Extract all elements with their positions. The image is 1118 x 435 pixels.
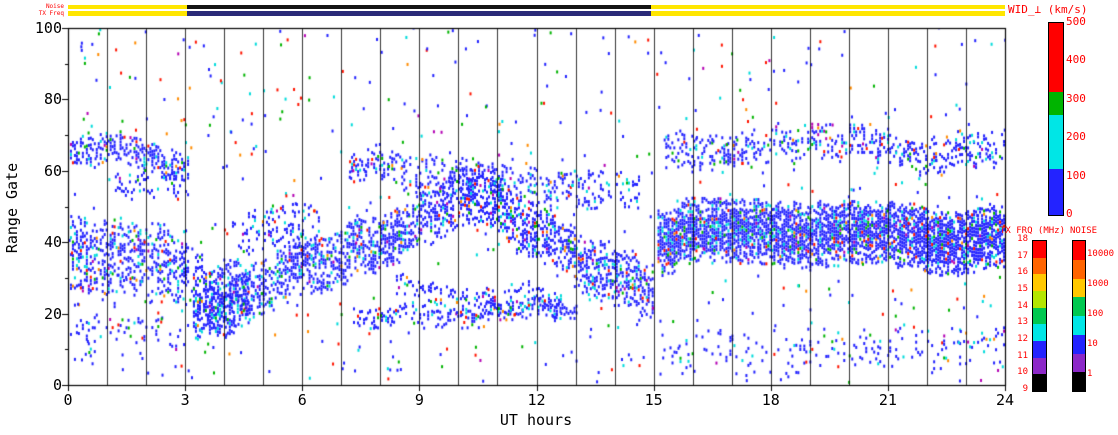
colorbar-segment	[1073, 297, 1085, 316]
x-tick-label: 12	[527, 391, 546, 409]
txfrq-colorbar-tick-label: 18	[1017, 234, 1028, 244]
colorbar-segment	[1073, 241, 1085, 260]
x-tick-label: 24	[995, 391, 1015, 409]
noise-colorbar-label: NOISE	[1070, 226, 1098, 236]
colorbar-segment	[1033, 374, 1046, 392]
y-tick-label: 80	[43, 90, 62, 109]
y-axis-label: Range Gate	[3, 162, 21, 254]
strip-segment	[68, 5, 187, 9]
txfrq-colorbar-label: TX FRQ (MHz)	[1000, 226, 1066, 236]
x-tick-label: 6	[297, 391, 307, 409]
y-tick-label: 100	[34, 19, 62, 37]
y-tick-label: 0	[52, 376, 62, 394]
txfrq-colorbar-tick-label: 13	[1017, 317, 1028, 328]
colorbar-segment	[1049, 115, 1063, 169]
colorbar-segment	[1033, 357, 1046, 375]
txfrq-colorbar-tick-label: 16	[1017, 267, 1028, 278]
txfrq-colorbar	[1032, 240, 1047, 392]
txfrq-colorbar-tick-label: 17	[1017, 250, 1028, 261]
colorbar-segment	[1073, 259, 1085, 279]
noise-colorbar-tick-label: 10000	[1087, 249, 1115, 259]
colorbar-segment	[1033, 291, 1046, 308]
txfreq-strip-label: TX Freq	[38, 10, 64, 17]
x-tick-label: 3	[180, 391, 190, 409]
noise-colorbar-tick-label: 100	[1087, 309, 1104, 319]
wid-colorbar-tick-label: 500	[1066, 15, 1086, 28]
strip-segment	[186, 11, 651, 16]
strip-segment	[650, 11, 1005, 16]
colorbar-segment	[1073, 278, 1085, 298]
colorbar-segment	[1073, 372, 1085, 391]
x-tick-label: 0	[63, 391, 73, 409]
colorbar-segment	[1033, 324, 1046, 342]
x-tick-label: 15	[644, 391, 663, 409]
x-tick-label: 21	[878, 391, 897, 409]
wid-colorbar-tick-label: 300	[1066, 91, 1086, 105]
colorbar-segment	[1033, 241, 1046, 258]
colorbar-segment	[1049, 168, 1063, 216]
y-tick-label: 20	[43, 304, 62, 323]
x-tick-label: 9	[414, 391, 424, 409]
wid-colorbar-tick-label: 200	[1066, 130, 1086, 144]
colorbar-segment	[1033, 307, 1046, 325]
wid-colorbar-tick-label: 400	[1066, 53, 1086, 67]
txfrq-colorbar-tick-label: 12	[1017, 334, 1028, 344]
txfrq-colorbar-tick-label: 10	[1017, 367, 1028, 378]
txfrq-colorbar-tick-label: 9	[1022, 384, 1028, 394]
colorbar-segment	[1033, 341, 1046, 358]
wid-colorbar-label: WID_⊥ (km/s)	[1008, 3, 1088, 16]
colorbar-segment	[1073, 334, 1085, 354]
colorbar-segment	[1049, 23, 1063, 93]
txfrq-colorbar-tick-label: 15	[1017, 284, 1028, 294]
colorbar-segment	[1073, 316, 1085, 335]
noise-status-strip	[68, 5, 1005, 9]
txfrq-colorbar-tick-label: 11	[1017, 350, 1028, 361]
txfrq-colorbar-tick-label: 14	[1017, 300, 1028, 311]
strip-segment	[68, 11, 187, 16]
y-tick-label: 40	[43, 233, 62, 252]
colorbar-segment	[1033, 274, 1046, 292]
x-tick-label: 18	[761, 391, 780, 409]
wid-colorbar-tick-label: 100	[1066, 168, 1086, 182]
colorbar-segment	[1049, 92, 1063, 116]
strip-segment	[650, 5, 1005, 9]
colorbar-segment	[1033, 257, 1046, 275]
y-tick-label: 60	[43, 161, 62, 180]
wid-colorbar	[1048, 22, 1064, 216]
wid-colorbar-tick-label: 0	[1066, 207, 1073, 220]
noise-colorbar-tick-label: 1000	[1087, 279, 1109, 289]
x-axis-label: UT hours	[499, 411, 573, 429]
txfreq-status-strip	[68, 11, 1005, 16]
noise-colorbar-tick-label: 10	[1087, 339, 1098, 349]
noise-strip-label: Noise	[45, 3, 64, 10]
colorbar-segment	[1073, 353, 1085, 373]
strip-segment	[186, 5, 651, 9]
noise-colorbar	[1072, 240, 1086, 392]
noise-colorbar-tick-label: 1	[1087, 369, 1093, 379]
